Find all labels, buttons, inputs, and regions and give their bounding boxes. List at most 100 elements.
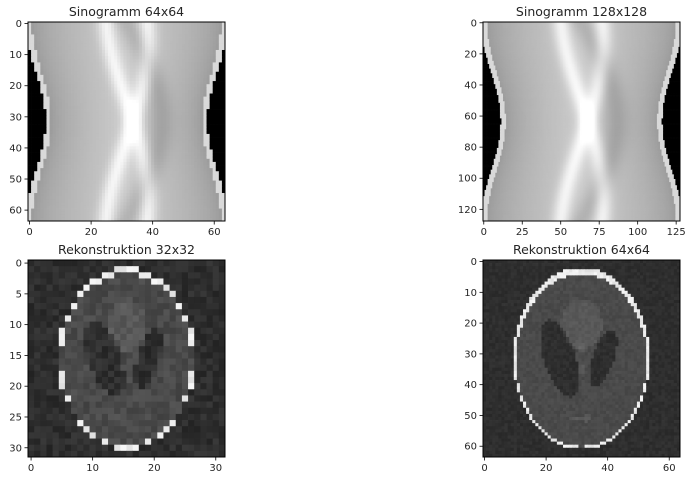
heatmap-cell xyxy=(133,209,136,212)
heatmap-cell xyxy=(219,22,222,25)
heatmap-cell xyxy=(142,118,145,121)
heatmap-cell xyxy=(59,134,62,137)
heatmap-cell xyxy=(59,181,62,184)
heatmap-cell xyxy=(62,97,65,100)
heatmap-cell xyxy=(179,162,182,165)
heatmap-cell xyxy=(148,125,151,128)
heatmap-cell xyxy=(71,59,74,62)
heatmap-cell xyxy=(53,209,56,212)
heatmap-cell xyxy=(136,174,139,177)
heatmap-cell xyxy=(191,106,194,109)
heatmap-cell xyxy=(207,215,210,218)
heatmap-cell xyxy=(170,190,173,193)
heatmap-cell xyxy=(83,115,86,118)
heatmap-cell xyxy=(133,168,136,171)
heatmap-cell xyxy=(185,168,188,171)
heatmap-cell xyxy=(148,196,151,199)
heatmap-cell xyxy=(120,50,123,53)
heatmap-cell xyxy=(80,69,83,72)
heatmap-cell xyxy=(216,190,219,193)
heatmap-cell xyxy=(179,131,182,134)
heatmap-cell xyxy=(154,53,157,56)
heatmap-cell xyxy=(173,137,176,140)
heatmap-cell xyxy=(194,190,197,193)
heatmap-cell xyxy=(160,159,163,162)
heatmap-cell xyxy=(179,184,182,187)
heatmap-cell xyxy=(123,100,126,103)
heatmap-cell xyxy=(142,212,145,215)
heatmap-cell xyxy=(203,184,206,187)
heatmap-cell xyxy=(53,69,56,72)
heatmap-cell xyxy=(182,59,185,62)
heatmap-cell xyxy=(207,171,210,174)
heatmap-cell xyxy=(43,69,46,72)
heatmap-cell xyxy=(53,134,56,137)
heatmap-cell xyxy=(46,168,49,171)
heatmap-cell xyxy=(50,153,53,156)
heatmap-cell xyxy=(163,90,166,93)
heatmap-cell xyxy=(83,165,86,168)
heatmap-cell xyxy=(188,134,191,137)
heatmap-cell xyxy=(148,153,151,156)
heatmap-cell xyxy=(59,205,62,208)
heatmap-cell xyxy=(160,187,163,190)
heatmap-cell xyxy=(207,190,210,193)
heatmap-cell xyxy=(90,122,93,125)
heatmap-cell xyxy=(71,31,74,34)
heatmap-cell xyxy=(151,81,154,84)
heatmap-cell xyxy=(133,177,136,180)
heatmap-cell xyxy=(130,90,133,93)
heatmap-cell xyxy=(40,56,43,59)
heatmap-cell xyxy=(46,193,49,196)
heatmap-cell xyxy=(123,81,126,84)
heatmap-cell xyxy=(176,90,179,93)
heatmap-cell xyxy=(99,143,102,146)
heatmap-cell xyxy=(207,156,210,159)
heatmap-cell xyxy=(123,168,126,171)
heatmap-cell xyxy=(50,174,53,177)
heatmap-cell xyxy=(188,159,191,162)
heatmap-cell xyxy=(163,118,166,121)
heatmap-cell xyxy=(123,78,126,81)
heatmap-cell xyxy=(28,128,31,131)
heatmap-cell xyxy=(179,187,182,190)
heatmap-cell xyxy=(108,146,111,149)
heatmap-cell xyxy=(62,84,65,87)
heatmap-cell xyxy=(130,174,133,177)
heatmap-cell xyxy=(157,162,160,165)
heatmap-cell xyxy=(188,205,191,208)
heatmap-cell xyxy=(148,97,151,100)
heatmap-cell xyxy=(105,69,108,72)
heatmap-cell xyxy=(191,168,194,171)
heatmap-cell xyxy=(216,72,219,75)
heatmap-cell xyxy=(50,115,53,118)
heatmap-cell xyxy=(142,50,145,53)
heatmap-cell xyxy=(210,97,213,100)
heatmap-cell xyxy=(86,59,89,62)
heatmap-cell xyxy=(71,53,74,56)
heatmap-cell xyxy=(77,22,80,25)
heatmap-cell xyxy=(136,90,139,93)
heatmap-cell xyxy=(210,174,213,177)
heatmap-cell xyxy=(136,106,139,109)
heatmap-cell xyxy=(200,149,203,152)
heatmap-cell xyxy=(176,159,179,162)
heatmap-cell xyxy=(37,87,40,90)
heatmap-cell xyxy=(117,34,120,37)
heatmap-cell xyxy=(145,69,148,72)
heatmap-cell xyxy=(123,84,126,87)
heatmap-cell xyxy=(176,125,179,128)
heatmap-cell xyxy=(108,128,111,131)
heatmap-cell xyxy=(148,177,151,180)
heatmap-cell xyxy=(191,187,194,190)
heatmap-cell xyxy=(173,90,176,93)
heatmap-cell xyxy=(213,50,216,53)
heatmap-cell xyxy=(34,112,37,115)
heatmap-cell xyxy=(46,62,49,65)
heatmap-cell xyxy=(40,84,43,87)
heatmap-cell xyxy=(160,125,163,128)
heatmap-cell xyxy=(167,72,170,75)
heatmap-cell xyxy=(114,118,117,121)
heatmap-cell xyxy=(65,81,68,84)
heatmap-cell xyxy=(59,137,62,140)
